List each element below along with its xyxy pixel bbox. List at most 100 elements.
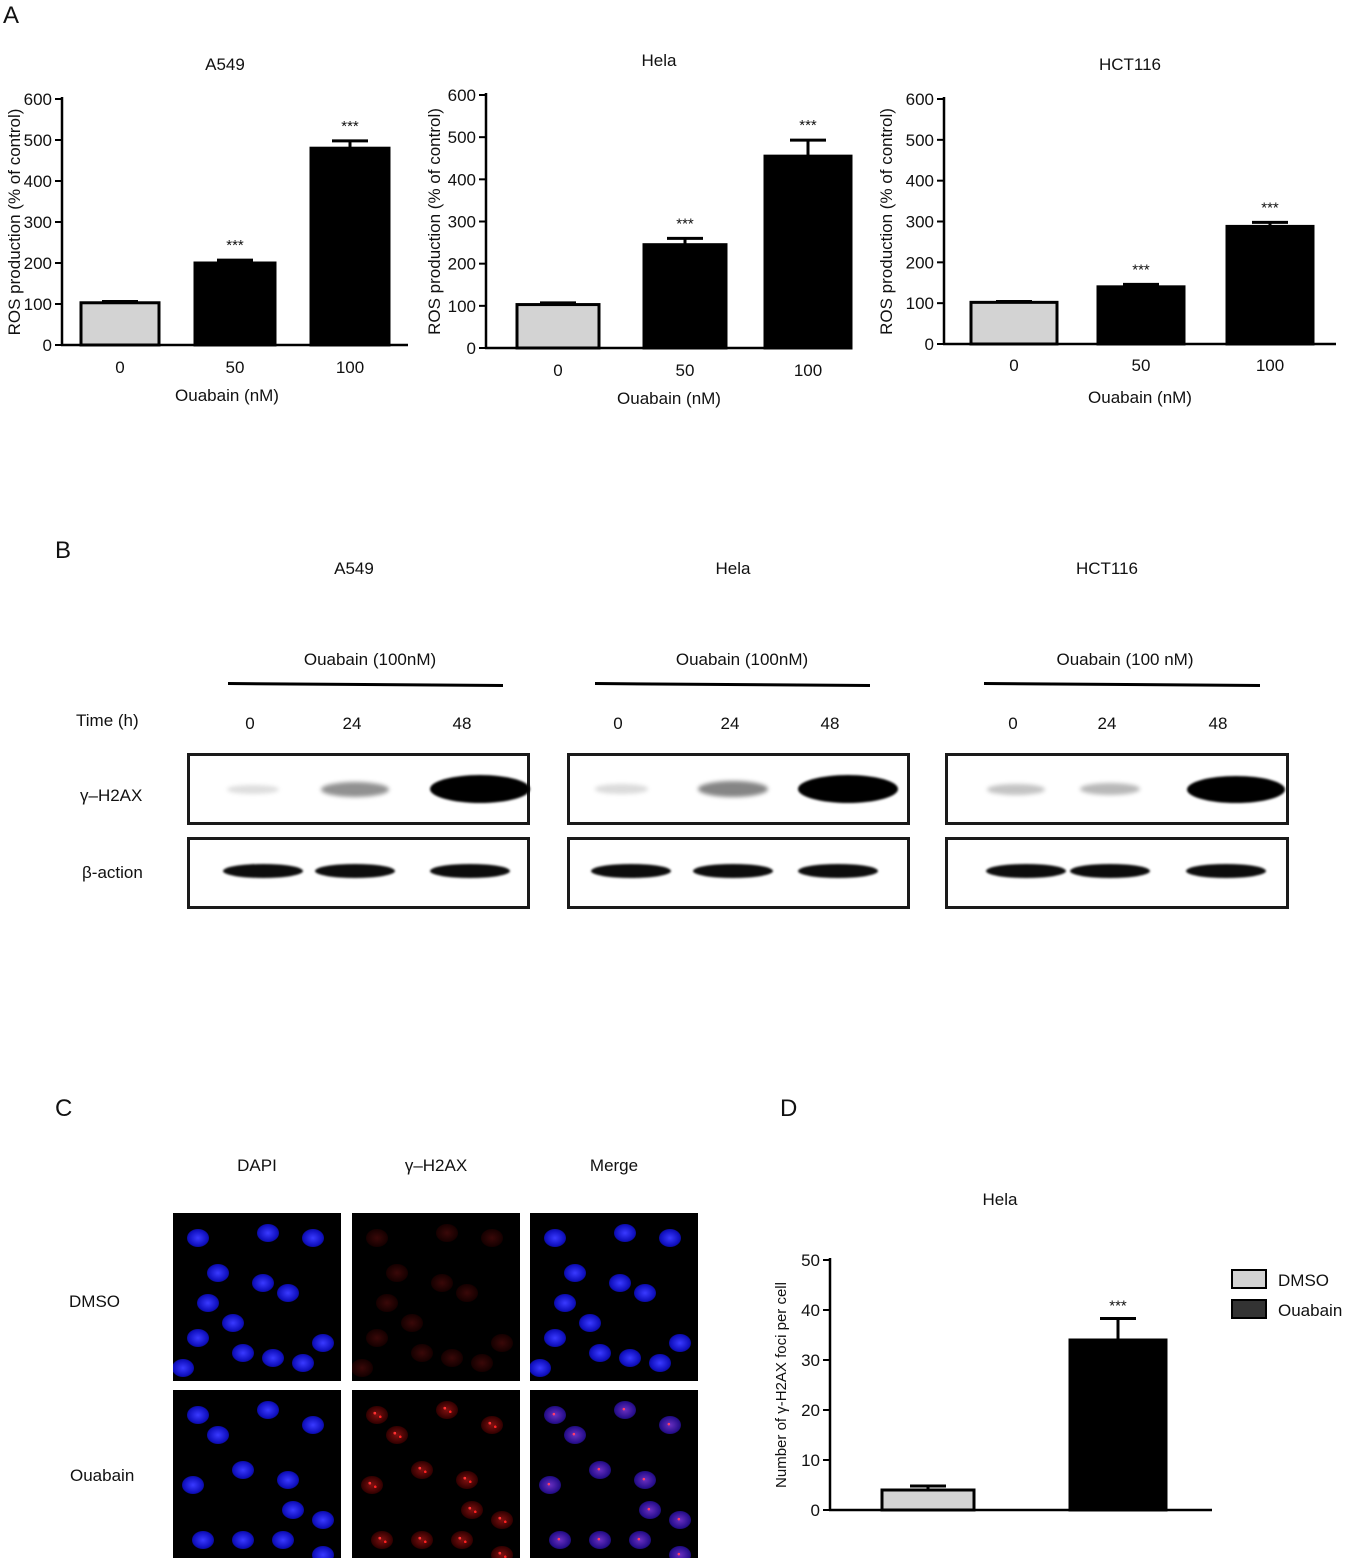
nucleus: [544, 1329, 566, 1347]
y-axis-label: Number of γ-H2AX foci per cell: [773, 1282, 790, 1488]
h2ax-band: [226, 784, 280, 794]
nucleus: [312, 1511, 334, 1529]
actin-band: [315, 864, 395, 878]
nucleus: [669, 1511, 691, 1529]
legend-swatch: [1231, 1269, 1267, 1289]
y-tick-label: 100: [448, 297, 476, 316]
panel-letter-a: A: [3, 2, 20, 29]
nucleus: [361, 1476, 383, 1494]
treatment-line: [227, 682, 504, 687]
x-tick-label: 100: [1256, 356, 1284, 375]
row-label-actin: β-action: [82, 863, 143, 882]
bar: [880, 1488, 976, 1512]
bar: [309, 146, 391, 347]
nucleus: [669, 1546, 691, 1558]
h2ax-band: [698, 781, 768, 797]
significance-marker: ***: [799, 117, 817, 134]
nucleus: [659, 1229, 681, 1247]
micro-dmso-merge: [530, 1213, 698, 1381]
y-tick-label: 200: [906, 253, 934, 272]
nucleus: [619, 1349, 641, 1367]
x-tick-label: 0: [1009, 356, 1018, 375]
blot-time-label: 48: [820, 714, 840, 733]
bar: [969, 300, 1059, 346]
micro-row-dmso: DMSO: [69, 1292, 120, 1311]
y-tick-label: 30: [801, 1351, 820, 1370]
h2ax-band: [987, 783, 1045, 795]
y-tick-label: 0: [467, 339, 476, 358]
y-tick-label: 20: [801, 1401, 820, 1420]
micro-dmso-h2ax: [352, 1213, 520, 1381]
nucleus: [262, 1349, 284, 1367]
chart-title: Hela: [642, 51, 678, 70]
y-tick-label: 300: [24, 213, 52, 232]
actin-band: [430, 864, 510, 878]
y-tick-label: 200: [24, 254, 52, 273]
nucleus: [182, 1476, 204, 1494]
nucleus: [312, 1546, 334, 1558]
y-tick-label: 0: [811, 1501, 820, 1520]
nucleus: [272, 1531, 294, 1549]
nucleus: [366, 1229, 388, 1247]
chart-title: A549: [205, 55, 245, 74]
bar: [515, 303, 601, 350]
nucleus: [491, 1334, 513, 1352]
nucleus: [614, 1224, 636, 1242]
nucleus: [669, 1334, 691, 1352]
panel-letter-c: C: [55, 1095, 73, 1122]
nucleus: [232, 1344, 254, 1362]
bar: [642, 243, 728, 350]
nucleus: [401, 1314, 423, 1332]
blot-time-label: 24: [342, 714, 362, 733]
y-tick-label: 400: [906, 172, 934, 191]
nucleus: [232, 1531, 254, 1549]
nucleus: [491, 1546, 513, 1558]
nucleus: [609, 1274, 631, 1292]
nucleus: [539, 1476, 561, 1494]
y-tick-label: 100: [24, 295, 52, 314]
nucleus: [173, 1359, 194, 1377]
micro-col-merge: Merge: [589, 1156, 639, 1175]
blot-time-label: 48: [1208, 714, 1228, 733]
blot-actin-frame: [945, 837, 1289, 909]
nucleus: [187, 1329, 209, 1347]
y-tick-label: 100: [906, 294, 934, 313]
nucleus: [197, 1294, 219, 1312]
actin-band: [223, 864, 303, 878]
nucleus: [481, 1416, 503, 1434]
blot-time-label: 0: [613, 714, 623, 733]
y-tick-label: 500: [24, 131, 52, 150]
nucleus: [564, 1264, 586, 1282]
micro-ouabain-merge: [530, 1390, 698, 1558]
legend-label: Ouabain: [1278, 1301, 1342, 1320]
y-tick-label: 600: [448, 86, 476, 105]
nucleus: [386, 1426, 408, 1444]
nucleus: [371, 1531, 393, 1549]
nucleus: [441, 1349, 463, 1367]
significance-marker: ***: [1132, 261, 1150, 278]
y-tick-label: 0: [925, 335, 934, 354]
panel-letter-b: B: [55, 537, 72, 564]
nucleus: [456, 1471, 478, 1489]
nucleus: [222, 1314, 244, 1332]
actin-band: [798, 864, 878, 878]
nucleus: [352, 1359, 373, 1377]
h2ax-band: [430, 775, 530, 803]
bar: [1096, 285, 1186, 346]
nucleus: [456, 1284, 478, 1302]
h2ax-band: [321, 781, 389, 797]
blot-actin-frame: [187, 837, 530, 909]
x-axis-label: Ouabain (nM): [1088, 388, 1192, 407]
significance-marker: ***: [676, 215, 694, 232]
nucleus: [431, 1274, 453, 1292]
nucleus: [366, 1406, 388, 1424]
blot-time-label: 24: [720, 714, 740, 733]
micro-dmso-dapi: [173, 1213, 341, 1381]
nucleus: [436, 1401, 458, 1419]
y-tick-label: 0: [43, 336, 52, 355]
chart-title: HCT116: [1099, 55, 1161, 74]
bar: [193, 261, 277, 347]
x-tick-label: 50: [1132, 356, 1151, 375]
